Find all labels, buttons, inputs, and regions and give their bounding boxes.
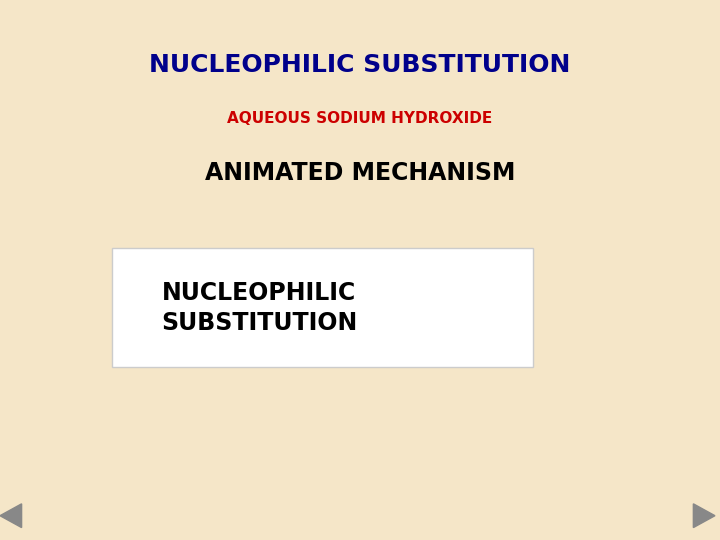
Text: ANIMATED MECHANISM: ANIMATED MECHANISM	[204, 161, 516, 185]
FancyBboxPatch shape	[112, 248, 533, 367]
Text: NUCLEOPHILIC
SUBSTITUTION: NUCLEOPHILIC SUBSTITUTION	[161, 281, 357, 335]
Text: AQUEOUS SODIUM HYDROXIDE: AQUEOUS SODIUM HYDROXIDE	[228, 111, 492, 126]
Text: NUCLEOPHILIC SUBSTITUTION: NUCLEOPHILIC SUBSTITUTION	[149, 53, 571, 77]
Polygon shape	[693, 504, 715, 528]
Polygon shape	[0, 504, 22, 528]
